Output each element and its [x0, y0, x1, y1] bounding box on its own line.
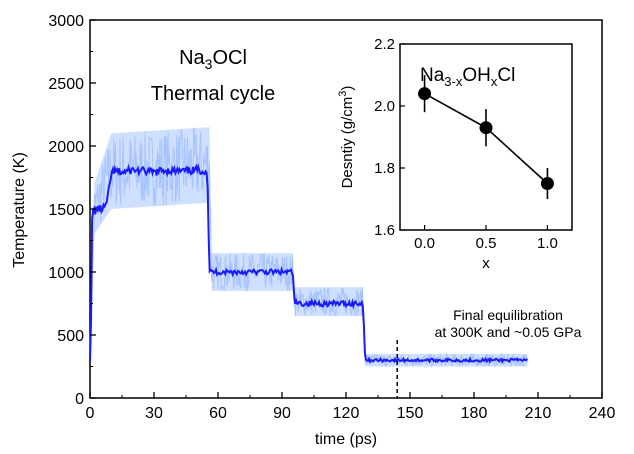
chart-title-line1: Na3OCl — [179, 47, 247, 72]
y-tick-label: 2000 — [48, 139, 84, 156]
inset-x-axis-title: x — [482, 255, 490, 272]
temperature-fluctuation-band — [90, 127, 528, 367]
x-tick-label: 0 — [86, 405, 95, 422]
x-axis-title: time (ps) — [315, 431, 377, 448]
inset-y-ticks: 1.6 1.8 2.0 2.2 — [374, 36, 405, 239]
x-tick-label: 180 — [461, 405, 488, 422]
annotation-line1: Final equilibration — [453, 307, 563, 323]
y-tick-label: 0 — [75, 391, 84, 408]
inset-y-tick-label: 2.2 — [374, 36, 395, 53]
inset-y-axis-title: Desntiy (g/cm3) — [337, 86, 356, 189]
x-tick-label: 30 — [145, 405, 163, 422]
y-axis-title: Temperature (K) — [11, 152, 28, 268]
inset-data-point — [479, 121, 493, 135]
title-subscript: 3 — [205, 56, 213, 72]
y-axis-ticks: 0 500 1000 1500 2000 2500 3000 — [48, 13, 96, 408]
y-tick-label: 1000 — [48, 265, 84, 282]
inset-data-point — [540, 177, 554, 190]
average-temperature-line — [89, 162, 529, 365]
inset-data-point — [418, 87, 432, 101]
x-tick-label: 120 — [333, 405, 360, 422]
inset-x-tick-label: 0.0 — [414, 235, 435, 252]
chart-title-line2: Thermal cycle — [151, 83, 275, 105]
instantaneous-temperature-band — [90, 127, 528, 367]
inset-data — [418, 75, 554, 199]
inset-x-tick-label: 1.0 — [537, 235, 558, 252]
y-tick-label: 2500 — [48, 76, 84, 93]
y-tick-label: 500 — [57, 328, 84, 345]
y-tick-label: 3000 — [48, 13, 84, 30]
inset-y-tick-label: 1.6 — [374, 222, 395, 239]
x-tick-label: 60 — [209, 405, 227, 422]
inset-legend: Na3-xOHxCl — [420, 65, 515, 89]
x-tick-label: 240 — [589, 405, 616, 422]
y-tick-label: 1500 — [48, 202, 84, 219]
average-temperature-trace — [89, 162, 529, 365]
annotation-line2: at 300K and ~0.05 GPa — [435, 324, 582, 340]
inset-x-ticks: 0.0 0.5 1.0 — [414, 225, 558, 252]
inset-x-tick-label: 0.5 — [476, 235, 497, 252]
x-tick-label: 150 — [397, 405, 424, 422]
x-tick-label: 210 — [525, 405, 552, 422]
x-tick-label: 90 — [273, 405, 291, 422]
x-axis-ticks: 0 30 60 90 120 150 180 210 240 — [86, 392, 616, 422]
inset-y-tick-label: 1.8 — [374, 160, 395, 177]
inset-y-tick-label: 2.0 — [374, 98, 395, 115]
